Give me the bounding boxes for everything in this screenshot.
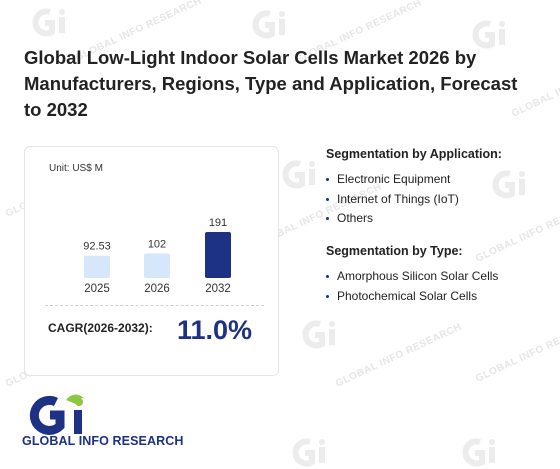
type-item-label: Amorphous Silicon Solar Cells [337,269,499,283]
company-logo [29,394,84,435]
bullet-icon [326,197,329,201]
watermark-logo [292,438,325,467]
application-item-label: Others [337,211,374,225]
bar-chart: 92.53 2025 102 2026 191 2032 [83,217,231,295]
type-segmentation-title: Segmentation by Type: [326,244,463,258]
bar-2025 [84,255,110,278]
x-tick-label: 2026 [144,283,170,295]
application-segmentation-title: Segmentation by Application: [326,147,502,161]
watermark-logo [32,8,65,37]
page-title: Global Low-Light Indoor Solar Cells Mark… [24,47,518,120]
type-item: Amorphous Silicon Solar Cells [326,267,498,287]
watermark-text: GLOBAL INFO RESEARCH [474,316,560,385]
bar-value-label: 92.53 [83,241,111,253]
bullet-icon [326,294,329,298]
watermark-logo [302,320,335,349]
x-tick-label: 2025 [84,283,110,295]
application-item-label: Internet of Things (IoT) [337,191,459,206]
application-item: Electronic Equipment [326,170,502,190]
unit-label: Unit: US$ M [49,163,103,174]
card-divider [45,305,264,306]
application-item: Internet of Things (IoT) [326,190,502,210]
x-tick-label: 2032 [205,283,231,295]
watermark-logo [282,160,315,189]
application-item-label: Electronic Equipment [337,172,451,186]
bar-value-label: 102 [148,238,166,250]
bar-2032 [205,232,231,278]
company-logo-text: GLOBAL INFO RESEARCH [22,434,184,448]
watermark-logo [252,10,285,39]
bar-2026 [144,253,170,278]
cagr-label: CAGR(2026-2032): [48,321,153,335]
type-item-label: Photochemical Solar Cells [337,288,478,303]
type-item: Photochemical Solar Cells [326,287,498,307]
bar-value-label: 191 [209,217,227,229]
cagr-value: 11.0% [177,315,253,345]
bullet-icon [326,217,329,220]
watermark-logo [462,438,495,467]
bullet-icon [326,178,329,181]
bullet-icon [326,275,329,278]
watermark-text: GLOBAL INFO RESEARCH [334,321,464,390]
type-segmentation: Segmentation by Type: Amorphous Silicon … [326,244,498,306]
application-item: Others [326,209,502,229]
market-size-card: Unit: US$ M 92.53 2025 102 2026 191 2032 CAGR… [24,146,279,376]
application-segmentation: Segmentation by Application: Electronic … [326,147,502,229]
